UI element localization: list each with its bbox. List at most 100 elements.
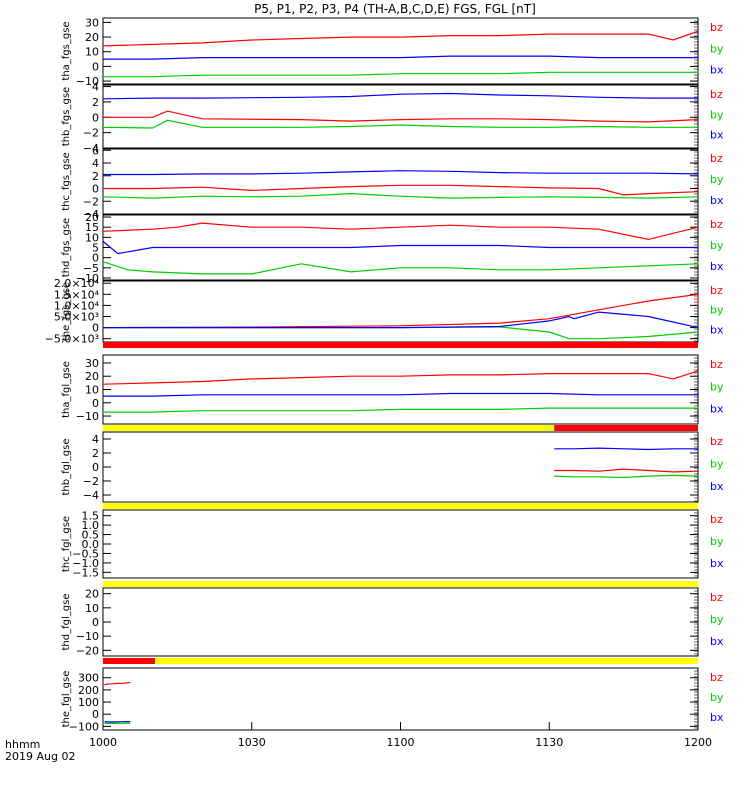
legend-bx: bx: [710, 711, 724, 724]
y-tick-label: −10: [76, 272, 99, 285]
legend-bz: bz: [710, 284, 723, 297]
y-tick-label: 0: [92, 183, 99, 196]
y-tick-label: 2.0×10⁴: [54, 277, 100, 290]
chart-title: P5, P1, P2, P3, P4 (TH-A,B,C,D,E) FGS, F…: [254, 2, 536, 16]
series-bz: [103, 110, 699, 123]
legend-bz: bz: [710, 358, 723, 371]
y-tick-label: 10: [85, 384, 99, 397]
legend-bx: bx: [710, 557, 724, 570]
y-axis-label: thd_fgs_gse: [61, 218, 72, 277]
y-tick-label: −10: [76, 630, 99, 643]
series-bz: [102, 370, 699, 385]
series-bx: [103, 392, 699, 397]
legend-bx: bx: [710, 194, 724, 207]
legend-by: by: [710, 42, 724, 55]
legend-by: by: [710, 239, 724, 252]
coverage-bar-yellow: [155, 658, 698, 664]
y-tick-label: 10: [85, 46, 99, 59]
y-axis-label: thd_fgl_gse: [61, 594, 72, 651]
series-bx: [103, 170, 699, 176]
y-tick-label: 5.0×10³: [54, 310, 99, 323]
y-tick-label: 20: [85, 211, 99, 224]
legend-bx: bx: [710, 260, 724, 273]
y-tick-label: −10: [76, 75, 99, 88]
y-axis-label: thb_fgl_gse: [61, 439, 72, 496]
y-tick-label: −2: [83, 475, 99, 488]
legend-bx: bx: [710, 129, 724, 142]
panel-frame: [102, 587, 699, 657]
series-bz: [102, 293, 699, 329]
y-tick-label: 0: [92, 322, 99, 335]
series-by: [103, 326, 699, 340]
y-tick-label: 0: [92, 252, 99, 265]
series-bz: [102, 222, 699, 241]
coverage-bar-yellow: [103, 503, 698, 509]
legend-bz: bz: [710, 591, 723, 604]
y-tick-label: 0: [92, 60, 99, 73]
y-tick-label: −5.0×10³: [45, 333, 99, 346]
y-tick-label: −10: [76, 410, 99, 423]
x-tick-label: 1000: [89, 736, 117, 749]
y-tick-label: 10: [85, 602, 99, 615]
y-tick-label: 1.0×10⁴: [54, 299, 100, 312]
legend-by: by: [710, 613, 724, 626]
legend-bx: bx: [710, 403, 724, 416]
series-bx: [102, 240, 698, 255]
legend-bz: bz: [710, 88, 723, 101]
date-label: 2019 Aug 02: [5, 750, 75, 763]
x-tick-label: 1030: [238, 736, 266, 749]
y-tick-label: 0: [92, 461, 99, 474]
y-tick-label: 2: [92, 96, 99, 109]
y-tick-label: 4: [92, 433, 99, 446]
legend-bz: bz: [710, 218, 723, 231]
coverage-bars-group: [103, 342, 698, 664]
y-tick-label: −2: [83, 195, 99, 208]
y-tick-label: 0: [92, 111, 99, 124]
x-axis-group: 1000 1030 1100 1130 1200: [89, 722, 712, 749]
legend-bx: bx: [710, 635, 724, 648]
legend-by: by: [710, 108, 724, 121]
panel-frame: [102, 280, 699, 343]
legend-bx: bx: [710, 323, 724, 336]
panel-4: 2.0×10⁴1.5×10⁴1.0×10⁴5.0×10³0−5.0×10³the…: [45, 277, 724, 345]
y-tick-label: 0.0: [82, 538, 100, 551]
series-bx: [102, 92, 698, 100]
legend-bx: bx: [710, 480, 724, 493]
y-tick-label: 200: [78, 684, 99, 697]
time-unit-label: hhmm: [5, 738, 40, 751]
y-axis-label: the_fgl_gse: [61, 671, 72, 728]
legend-bx: bx: [710, 64, 724, 77]
y-tick-label: 2: [92, 447, 99, 460]
y-tick-label: 15: [85, 221, 99, 234]
legend-bz: bz: [710, 435, 723, 448]
series-bx: [103, 311, 699, 329]
legend-by: by: [710, 380, 724, 393]
series-by: [103, 406, 699, 413]
y-tick-label: −100: [69, 720, 99, 733]
y-tick-label: 2: [92, 170, 99, 183]
y-axis-label: thb_fgs_gse: [61, 87, 72, 146]
y-tick-label: 0.5: [82, 529, 100, 542]
panel-6: 420−2−4 thb_fgl_gse bz by bx: [61, 431, 724, 503]
coverage-bar-yellow: [103, 425, 555, 431]
y-tick-label: 1.0: [82, 519, 100, 532]
y-tick-label: 0: [92, 397, 99, 410]
series-by: [554, 474, 699, 479]
legend-bz: bz: [710, 21, 723, 34]
y-tick-label: 0: [92, 708, 99, 721]
y-tick-label: 5: [92, 242, 99, 255]
coverage-bar-red: [554, 425, 698, 431]
series-by: [102, 192, 699, 199]
coverage-bar-red: [103, 658, 156, 664]
panel-frame: [102, 84, 699, 149]
series-by: [102, 119, 698, 129]
